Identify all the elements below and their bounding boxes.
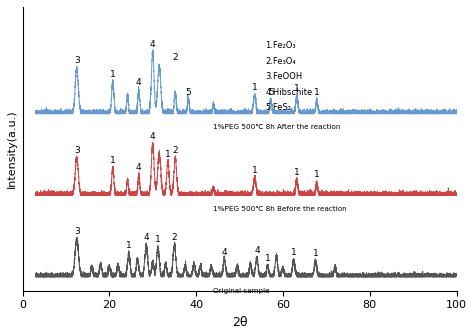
Text: 1: 1 [155, 235, 161, 244]
Text: 4: 4 [150, 40, 155, 48]
Text: 5.FeS₂: 5.FeS₂ [265, 103, 292, 112]
Text: 1: 1 [313, 249, 319, 258]
Text: 1: 1 [110, 156, 116, 165]
Text: 4: 4 [221, 248, 227, 256]
Text: 3: 3 [74, 145, 80, 155]
Text: 1%PEG 500℃ 8h Before the reaction: 1%PEG 500℃ 8h Before the reaction [213, 206, 347, 212]
Text: 2.Fe₃O₄: 2.Fe₃O₄ [265, 57, 296, 66]
Text: 1: 1 [294, 84, 300, 93]
Text: 1: 1 [291, 248, 297, 256]
Text: 1: 1 [314, 88, 319, 97]
Text: 4.Hibschite: 4.Hibschite [265, 88, 313, 97]
Text: 1: 1 [252, 83, 257, 92]
Text: 1: 1 [110, 70, 116, 79]
Text: 4: 4 [150, 132, 155, 141]
Text: 1: 1 [252, 166, 257, 175]
Text: 4: 4 [144, 233, 149, 242]
Text: 4: 4 [254, 246, 260, 255]
Text: Original sample: Original sample [213, 288, 270, 294]
Text: 4: 4 [136, 78, 142, 87]
Text: 3: 3 [74, 227, 80, 236]
Text: 1%PEG 500℃ 8h After the reaction: 1%PEG 500℃ 8h After the reaction [213, 124, 341, 130]
Text: 5: 5 [268, 88, 273, 97]
Text: 5: 5 [185, 88, 191, 97]
Text: 1: 1 [314, 170, 319, 179]
Y-axis label: Intensity(a.u.): Intensity(a.u.) [7, 110, 17, 188]
Text: 1: 1 [126, 241, 132, 250]
Text: 1.Fe₂O₃: 1.Fe₂O₃ [265, 41, 296, 50]
Text: 1: 1 [265, 254, 271, 263]
Text: 2: 2 [173, 53, 178, 62]
X-axis label: 2θ: 2θ [232, 316, 247, 329]
Text: 2: 2 [172, 233, 177, 242]
Text: 4: 4 [136, 163, 142, 172]
Text: 3.FeOOH: 3.FeOOH [265, 72, 303, 81]
Text: 2: 2 [173, 145, 178, 155]
Text: 1: 1 [294, 168, 300, 177]
Text: 3: 3 [74, 56, 80, 65]
Text: 1: 1 [165, 150, 171, 159]
